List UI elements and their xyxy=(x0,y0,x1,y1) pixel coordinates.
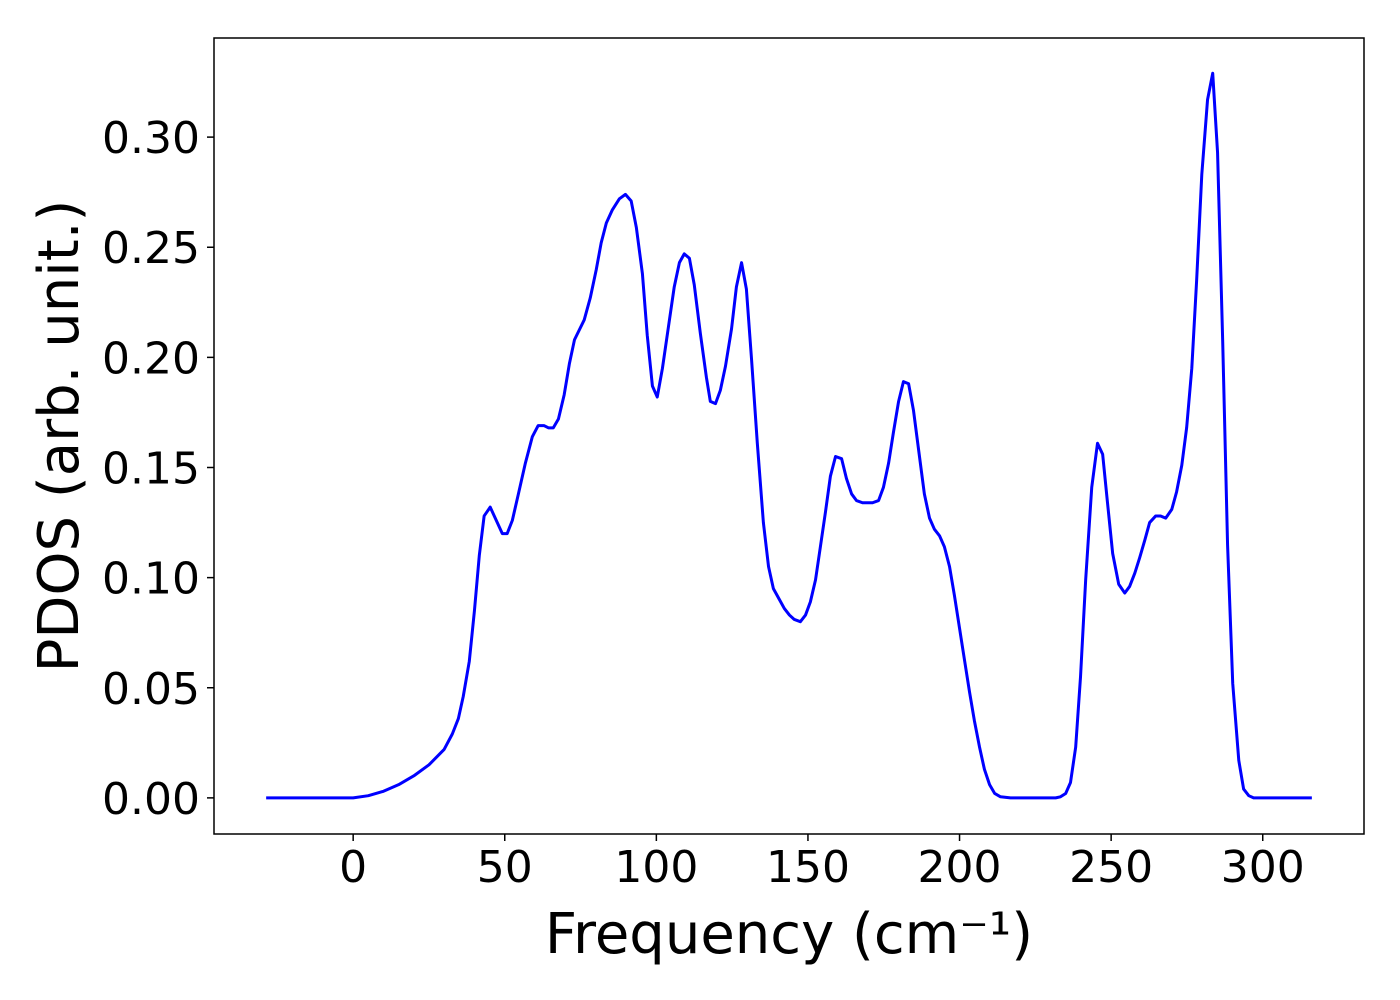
y-tick-label: 0.25 xyxy=(102,223,200,274)
x-tick-label: 250 xyxy=(1069,842,1153,893)
x-axis-label: Frequency (cm⁻¹) xyxy=(545,902,1033,967)
x-tick-label: 0 xyxy=(339,842,367,893)
x-tick-label: 50 xyxy=(477,842,533,893)
y-tick-label: 0.20 xyxy=(102,333,200,384)
y-tick-label: 0.15 xyxy=(102,443,200,494)
y-axis-label: PDOS (arb. unit.) xyxy=(27,200,92,673)
y-tick-label: 0.30 xyxy=(102,113,200,164)
y-tick-label: 0.10 xyxy=(102,554,200,605)
x-tick-label: 100 xyxy=(614,842,698,893)
x-tick-label: 300 xyxy=(1221,842,1305,893)
y-tick-label: 0.05 xyxy=(102,664,200,715)
data-line xyxy=(266,71,1312,800)
x-tick-label: 200 xyxy=(918,842,1002,893)
plot-frame xyxy=(213,37,1365,835)
x-tick-label: 150 xyxy=(766,842,850,893)
y-tick-label: 0.00 xyxy=(102,774,200,825)
